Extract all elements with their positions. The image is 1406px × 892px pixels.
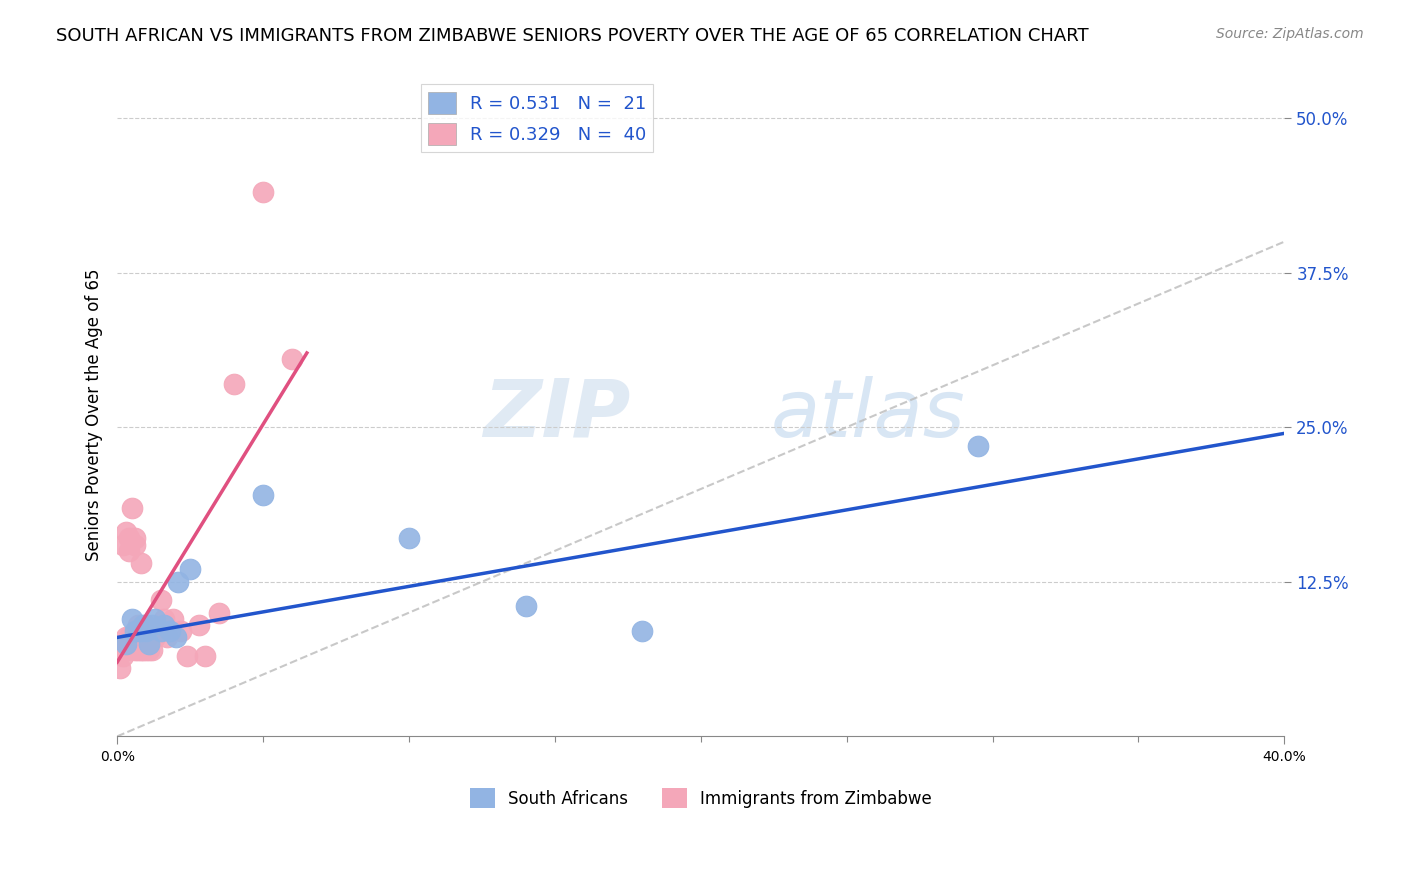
Point bbox=[129, 642, 152, 657]
Point bbox=[159, 624, 181, 639]
Legend: South Africans, Immigrants from Zimbabwe: South Africans, Immigrants from Zimbabwe bbox=[463, 781, 938, 815]
Point bbox=[138, 637, 160, 651]
Point bbox=[115, 631, 138, 645]
Point bbox=[115, 637, 138, 651]
Point bbox=[631, 624, 654, 639]
Text: SOUTH AFRICAN VS IMMIGRANTS FROM ZIMBABWE SENIORS POVERTY OVER THE AGE OF 65 COR: SOUTH AFRICAN VS IMMIGRANTS FROM ZIMBABW… bbox=[56, 27, 1088, 45]
Point bbox=[252, 488, 274, 502]
Point bbox=[124, 538, 146, 552]
Point bbox=[167, 574, 190, 589]
Point bbox=[121, 631, 143, 645]
Point bbox=[108, 642, 131, 657]
Point bbox=[115, 525, 138, 540]
Point bbox=[129, 556, 152, 570]
Point bbox=[281, 352, 304, 367]
Point bbox=[108, 661, 131, 675]
Point bbox=[127, 624, 149, 639]
Point bbox=[194, 648, 217, 663]
Point bbox=[222, 376, 245, 391]
Text: Source: ZipAtlas.com: Source: ZipAtlas.com bbox=[1216, 27, 1364, 41]
Point bbox=[141, 642, 163, 657]
Y-axis label: Seniors Poverty Over the Age of 65: Seniors Poverty Over the Age of 65 bbox=[86, 268, 103, 561]
Point bbox=[115, 642, 138, 657]
Point bbox=[153, 618, 176, 632]
Point bbox=[252, 185, 274, 199]
Point bbox=[132, 624, 155, 639]
Point bbox=[118, 544, 141, 558]
Point bbox=[121, 500, 143, 515]
Point bbox=[153, 612, 176, 626]
Point bbox=[118, 631, 141, 645]
Point bbox=[165, 631, 187, 645]
Point bbox=[176, 648, 198, 663]
Text: ZIP: ZIP bbox=[484, 376, 631, 454]
Point bbox=[170, 624, 193, 639]
Point bbox=[143, 612, 166, 626]
Point bbox=[138, 642, 160, 657]
Text: atlas: atlas bbox=[770, 376, 966, 454]
Point bbox=[179, 562, 201, 576]
Point bbox=[135, 618, 157, 632]
Point bbox=[149, 624, 172, 639]
Point bbox=[127, 642, 149, 657]
Point bbox=[132, 642, 155, 657]
Point bbox=[111, 648, 134, 663]
Point bbox=[141, 618, 163, 632]
Point bbox=[132, 618, 155, 632]
Point bbox=[135, 642, 157, 657]
Point bbox=[129, 624, 152, 639]
Point bbox=[124, 532, 146, 546]
Point bbox=[967, 439, 990, 453]
Point bbox=[398, 532, 420, 546]
Point bbox=[135, 624, 157, 639]
Point bbox=[208, 606, 231, 620]
Point bbox=[149, 593, 172, 607]
Point bbox=[143, 631, 166, 645]
Point bbox=[118, 532, 141, 546]
Point bbox=[121, 612, 143, 626]
Point bbox=[156, 631, 179, 645]
Point bbox=[121, 637, 143, 651]
Point bbox=[515, 599, 537, 614]
Point bbox=[111, 538, 134, 552]
Point bbox=[124, 624, 146, 639]
Point bbox=[162, 612, 184, 626]
Point bbox=[124, 631, 146, 645]
Point bbox=[187, 618, 209, 632]
Point bbox=[124, 642, 146, 657]
Point bbox=[127, 618, 149, 632]
